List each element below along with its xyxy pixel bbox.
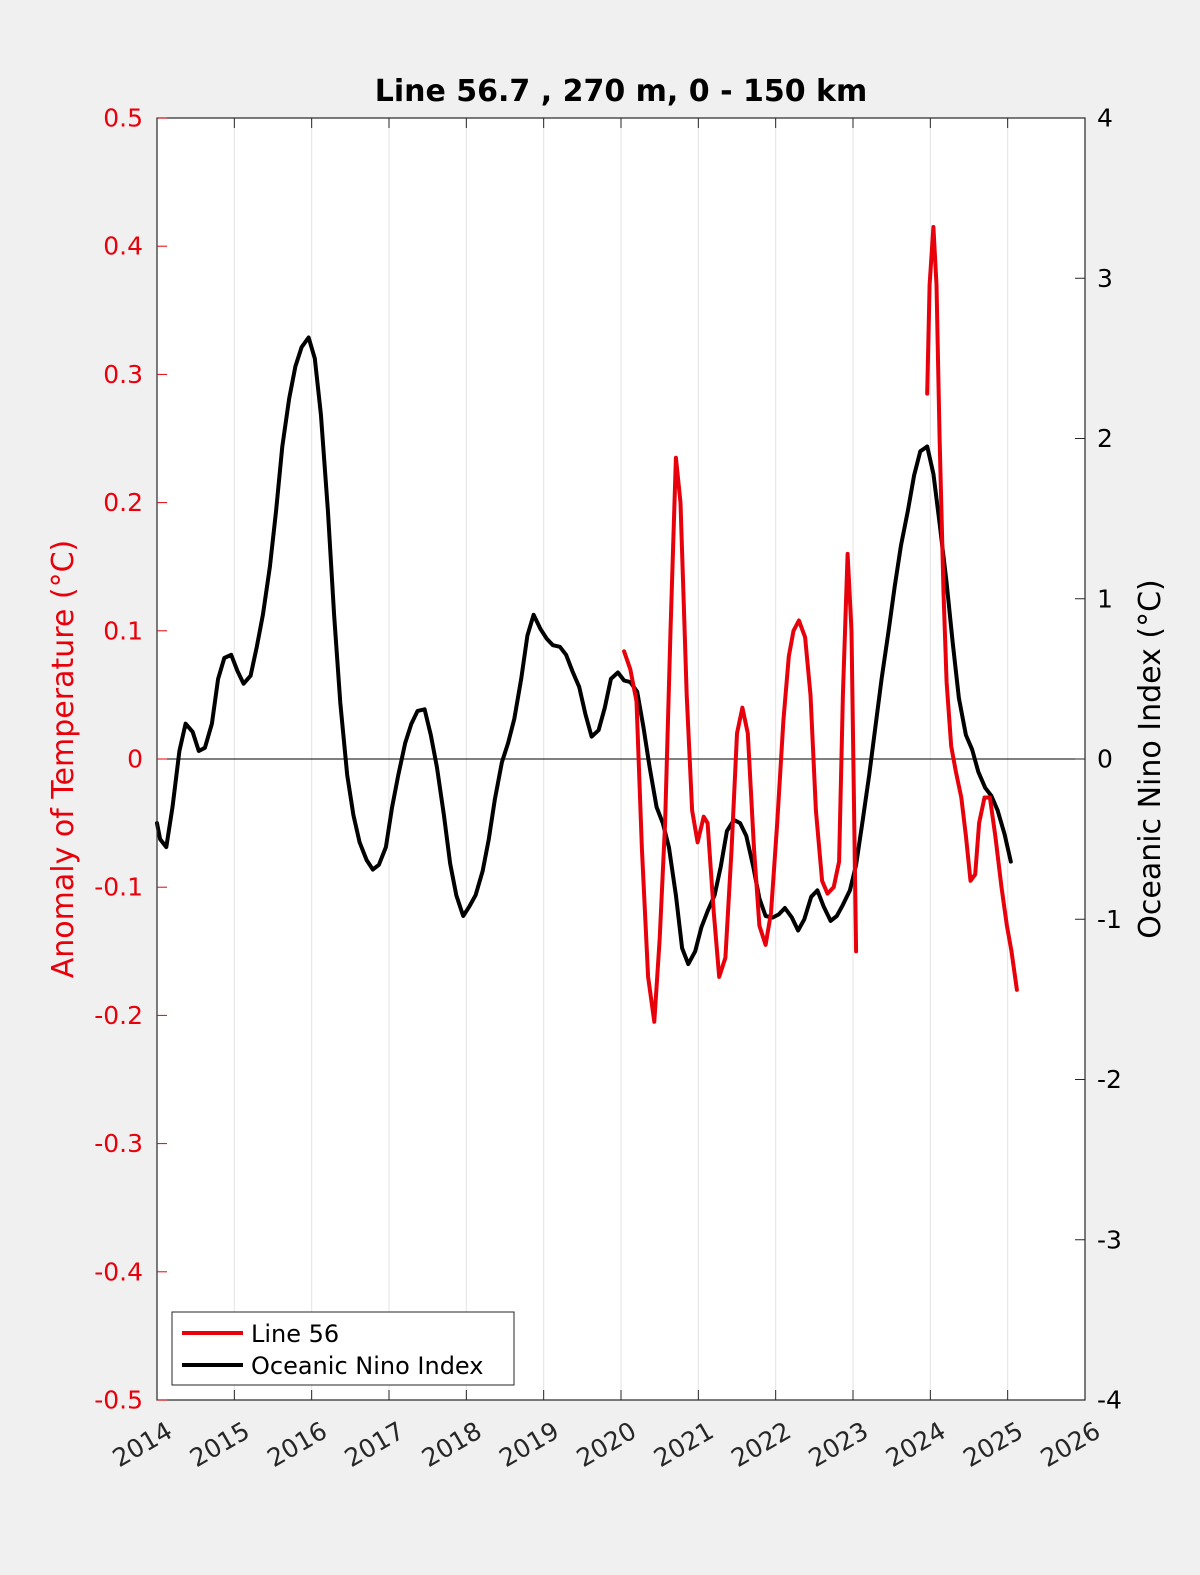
left-y-tick-label-5: 0 (127, 745, 143, 774)
axis-ticks (156, 117, 1086, 1401)
x-tick-label-2023: 2023 (804, 1416, 874, 1473)
x-tick-label-2015: 2015 (185, 1416, 255, 1473)
right-y-tick-label-3: -1 (1097, 905, 1122, 934)
left-y-tick-label-2: -0.3 (94, 1129, 143, 1158)
series-oceanic-nino-index-segment-0 (155, 335, 1013, 967)
right-y-tick-label-4: 0 (1097, 745, 1113, 774)
legend: Line 56 Oceanic Nino Index (171, 1311, 515, 1386)
left-y-tick-label-1: -0.4 (94, 1257, 143, 1286)
right-y-tick-label-7: 3 (1097, 264, 1113, 293)
x-tick-label-2025: 2025 (958, 1416, 1028, 1473)
series-layer (155, 225, 1019, 1024)
chart-title: Line 56.7 , 270 m, 0 - 150 km (375, 74, 868, 109)
left-y-tick-label-9: 0.4 (103, 232, 143, 261)
x-tick-label-2021: 2021 (649, 1416, 719, 1473)
x-tick-label-2022: 2022 (726, 1416, 796, 1473)
right-y-tick-labels: -4 -3 -2 -1 0 1 2 3 4 (1097, 104, 1122, 1415)
x-tick-label-2024: 2024 (881, 1416, 951, 1473)
right-y-axis-label: Oceanic Nino Index (°C) (1133, 579, 1168, 939)
series-line-56-segment-0 (622, 455, 859, 1024)
left-y-tick-label-3: -0.2 (94, 1001, 143, 1030)
x-tick-label-2020: 2020 (572, 1416, 642, 1473)
x-tick-label-2018: 2018 (417, 1416, 487, 1473)
legend-label-oni: Oceanic Nino Index (251, 1352, 483, 1380)
x-tick-label-2019: 2019 (494, 1416, 564, 1473)
right-y-tick-label-0: -4 (1097, 1386, 1122, 1415)
x-tick-label-2017: 2017 (340, 1416, 410, 1473)
x-tick-label-2014: 2014 (108, 1416, 178, 1473)
left-y-tick-label-4: -0.1 (94, 873, 143, 902)
legend-box (171, 1311, 515, 1386)
x-tick-label-2026: 2026 (1036, 1416, 1106, 1473)
left-y-tick-label-0: -0.5 (94, 1386, 143, 1415)
right-y-tick-label-6: 2 (1097, 424, 1113, 453)
left-y-tick-label-8: 0.3 (103, 360, 143, 389)
right-y-tick-label-1: -3 (1097, 1225, 1122, 1254)
left-y-axis-label: Anomaly of Temperature (°C) (46, 540, 81, 979)
right-y-tick-label-8: 4 (1097, 104, 1113, 133)
right-y-tick-label-5: 1 (1097, 584, 1113, 613)
right-y-tick-label-2: -2 (1097, 1065, 1122, 1094)
left-y-tick-labels: -0.5 -0.4 -0.3 -0.2 -0.1 0 0.1 0.2 0.3 0.4 0.5 (94, 104, 143, 1415)
left-y-tick-label-7: 0.2 (103, 488, 143, 517)
legend-label-line-56: Line 56 (251, 1320, 339, 1348)
series-line-56-segment-1 (925, 225, 1019, 992)
x-tick-labels: 2014 2015 2016 2017 2018 2019 2020 2021 2022 2023… (108, 1416, 1106, 1473)
x-tick-label-2016: 2016 (262, 1416, 332, 1473)
left-y-tick-label-10: 0.5 (103, 104, 143, 133)
left-y-tick-label-6: 0.1 (103, 616, 143, 645)
